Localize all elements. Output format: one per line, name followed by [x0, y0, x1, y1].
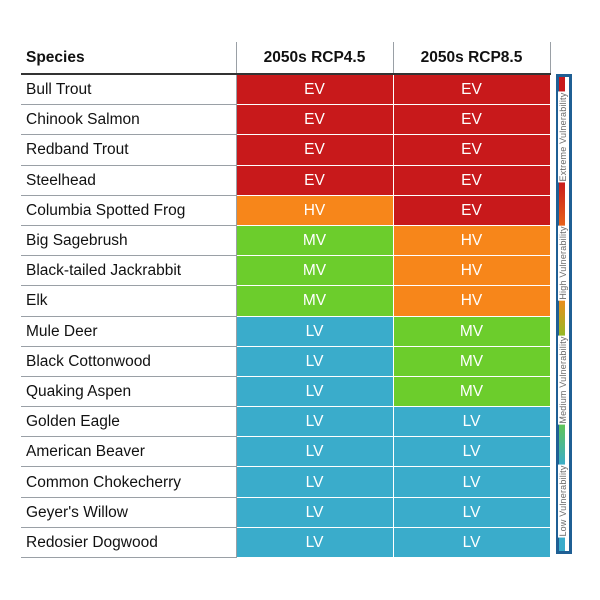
species-name: American Beaver [21, 436, 237, 468]
rcp45-rating-cell: LV [236, 497, 394, 528]
rcp45-rating-cell: EV [236, 165, 394, 196]
species-name: Chinook Salmon [21, 104, 237, 136]
table-row: Golden Eagle LV LV [21, 406, 551, 438]
rcp85-rating-cell: HV [393, 225, 551, 257]
species-column-header: Species [21, 42, 237, 75]
rcp45-rating-cell: EV [236, 104, 394, 136]
rcp85-rating-cell: EV [393, 73, 551, 106]
table-row: American Beaver LV LV [21, 436, 551, 468]
species-name: Common Chokecherry [21, 466, 237, 498]
rcp85-rating-cell: HV [393, 255, 551, 287]
rcp45-rating-cell: MV [236, 255, 394, 287]
rcp85-rating-cell: MV [393, 346, 551, 377]
table-row: Columbia Spotted Frog HV EV [21, 195, 551, 226]
rcp85-rating-cell: MV [393, 316, 551, 347]
rcp85-rating-cell: EV [393, 165, 551, 196]
species-name: Big Sagebrush [21, 225, 237, 257]
species-name: Black-tailed Jackrabbit [21, 255, 237, 287]
species-name: Columbia Spotted Frog [21, 195, 237, 226]
rcp85-rating-cell: EV [393, 104, 551, 136]
rcp45-column-header: 2050s RCP4.5 [236, 42, 394, 75]
rcp85-rating-cell: EV [393, 195, 551, 226]
rcp45-rating-cell: LV [236, 436, 394, 468]
rcp45-rating-cell: EV [236, 134, 394, 166]
rcp85-rating-cell: LV [393, 497, 551, 528]
rcp45-rating-cell: MV [236, 225, 394, 257]
rcp45-rating-cell: MV [236, 285, 394, 317]
vulnerability-table: Species 2050s RCP4.5 2050s RCP8.5 Bull T… [21, 42, 551, 559]
species-name: Redband Trout [21, 134, 237, 166]
species-name: Redosier Dogwood [21, 527, 237, 559]
table-row: Redosier Dogwood LV LV [21, 527, 551, 559]
rcp85-rating-cell: LV [393, 527, 551, 559]
table-row: Geyer's Willow LV LV [21, 497, 551, 528]
rcp85-column-header: 2050s RCP8.5 [393, 42, 551, 75]
table-row: Common Chokecherry LV LV [21, 466, 551, 498]
rcp45-rating-cell: EV [236, 73, 394, 106]
rcp45-rating-cell: HV [236, 195, 394, 226]
table-row: Bull Trout EV EV [21, 73, 551, 106]
rcp45-rating-cell: LV [236, 466, 394, 498]
table-row: Black-tailed Jackrabbit MV HV [21, 255, 551, 287]
species-name: Black Cottonwood [21, 346, 237, 377]
rcp85-rating-cell: EV [393, 134, 551, 166]
vulnerability-legend-bar [556, 74, 572, 554]
species-name: Elk [21, 285, 237, 317]
species-name: Quaking Aspen [21, 376, 237, 408]
table-row: Mule Deer LV MV [21, 316, 551, 347]
rcp45-rating-cell: LV [236, 376, 394, 408]
rcp45-rating-cell: LV [236, 527, 394, 559]
rcp85-rating-cell: HV [393, 285, 551, 317]
legend-gradient [559, 77, 565, 551]
rcp85-rating-cell: LV [393, 436, 551, 468]
rcp85-rating-cell: LV [393, 406, 551, 438]
table-row: Steelhead EV EV [21, 165, 551, 196]
species-name: Bull Trout [21, 73, 237, 106]
table-row: Chinook Salmon EV EV [21, 104, 551, 136]
table-row: Big Sagebrush MV HV [21, 225, 551, 257]
species-name: Steelhead [21, 165, 237, 196]
rcp45-rating-cell: LV [236, 406, 394, 438]
table-row: Quaking Aspen LV MV [21, 376, 551, 408]
rcp85-rating-cell: LV [393, 466, 551, 498]
table-row: Elk MV HV [21, 285, 551, 317]
species-name: Mule Deer [21, 316, 237, 347]
species-name: Geyer's Willow [21, 497, 237, 528]
table-row: Black Cottonwood LV MV [21, 346, 551, 377]
species-name: Golden Eagle [21, 406, 237, 438]
rcp85-rating-cell: MV [393, 376, 551, 408]
rcp45-rating-cell: LV [236, 346, 394, 377]
table-row: Redband Trout EV EV [21, 134, 551, 166]
header-row: Species 2050s RCP4.5 2050s RCP8.5 [21, 42, 551, 75]
rcp45-rating-cell: LV [236, 316, 394, 347]
